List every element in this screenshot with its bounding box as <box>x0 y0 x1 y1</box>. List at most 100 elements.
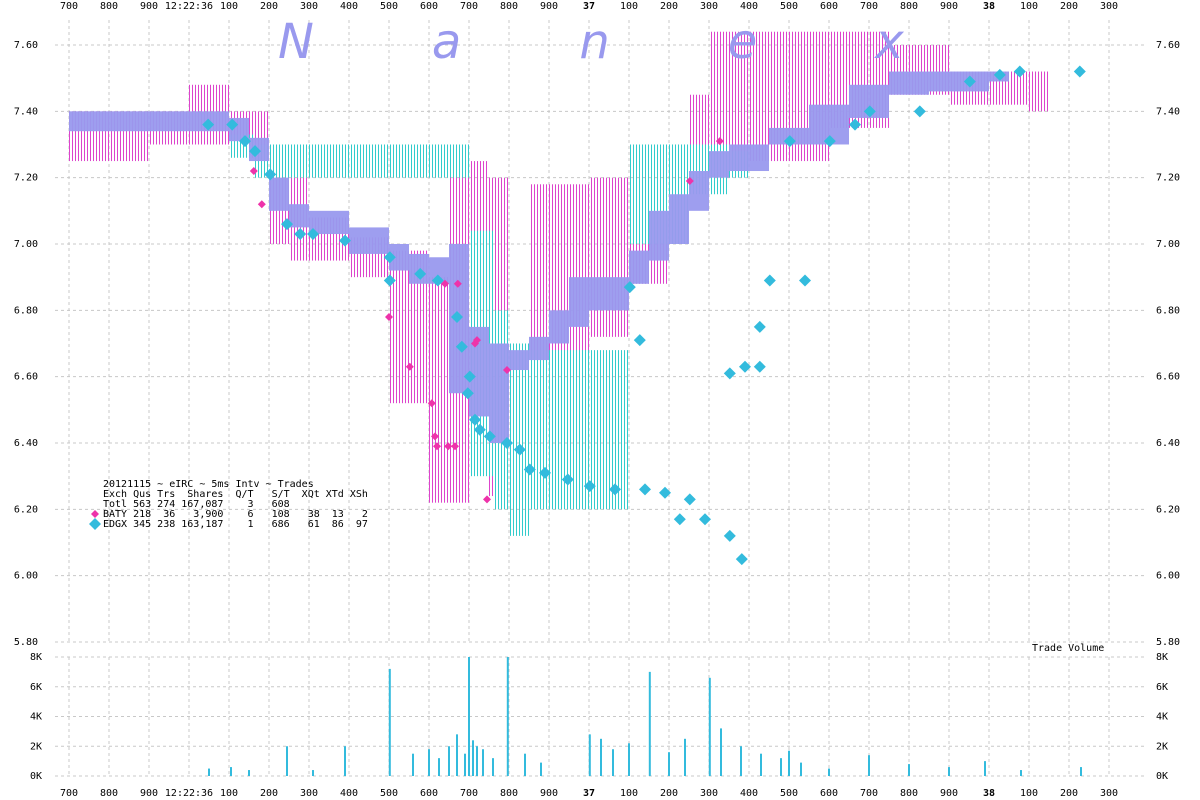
y2-tick-label: 8K <box>30 652 42 663</box>
y-tick-label: 7.40 <box>14 106 38 117</box>
y-tick-label: 6.80 <box>1156 305 1180 316</box>
trade-marker <box>501 436 513 449</box>
y-tick-label: 6.00 <box>1156 571 1180 582</box>
trade-marker <box>735 553 748 566</box>
x-tick-label: 600 <box>420 788 438 799</box>
quote-band <box>649 210 669 261</box>
x-tick-label: 500 <box>380 1 398 12</box>
volume-label: Trade Volume <box>1032 643 1104 654</box>
quote-band <box>269 177 289 211</box>
y2-tick-label: 4K <box>1156 712 1168 723</box>
quote-band <box>389 243 409 271</box>
trade-marker <box>633 334 646 347</box>
quote-band <box>509 350 529 371</box>
trade-marker <box>202 118 215 131</box>
trade-marker <box>483 430 496 443</box>
volume-bar <box>464 753 466 776</box>
quote-band <box>709 151 729 178</box>
volume-bar <box>612 749 614 776</box>
trade-marker <box>455 340 468 353</box>
volume-bar <box>286 746 288 776</box>
trade-marker <box>469 413 481 426</box>
trade-marker <box>463 370 476 383</box>
y-tick-label: 7.00 <box>1156 239 1180 250</box>
trade-marker <box>249 167 258 176</box>
volume-bar <box>388 668 391 776</box>
trade-marker <box>281 218 293 231</box>
trade-marker <box>739 360 751 373</box>
x-tick-label: 800 <box>500 788 518 799</box>
x-tick-label: 100 <box>1020 788 1038 799</box>
trade-marker <box>473 336 481 345</box>
trade-marker <box>685 176 694 185</box>
y-tick-label: 6.60 <box>14 372 38 383</box>
trades <box>202 65 1086 776</box>
quote-bands <box>69 31 1049 536</box>
volume-bar <box>438 758 440 776</box>
volume-bar <box>740 746 742 776</box>
trade-marker <box>963 75 976 88</box>
trade-marker <box>473 423 486 436</box>
quote-band <box>549 310 569 344</box>
legend-line: Exch Qus Trs Shares Q/T S/T XQt XTd XSh <box>103 489 368 500</box>
trade-marker <box>431 274 444 287</box>
volume-bar <box>628 743 630 776</box>
x-tick-label: 900 <box>940 788 958 799</box>
x-tick-label: 700 <box>460 1 478 12</box>
quote-band <box>689 171 709 211</box>
trade-marker <box>659 486 671 499</box>
quote-band <box>489 343 509 443</box>
x-tick-label: 800 <box>100 788 118 799</box>
y2-tick-label: 8K <box>1156 652 1168 663</box>
volume-bar <box>344 746 346 776</box>
x-tick-label: 12:22:36 <box>165 788 213 799</box>
trade-marker <box>993 68 1006 81</box>
volume-bar <box>600 738 602 776</box>
y-tick-label: 7.40 <box>1156 106 1180 117</box>
trade-marker <box>1013 65 1026 78</box>
x-tick-label: 800 <box>100 1 118 12</box>
x-tick-label: 200 <box>1060 1 1078 12</box>
volume-bar <box>506 657 509 776</box>
trade-marker <box>441 279 449 288</box>
volume-bar <box>684 738 686 776</box>
quote-band <box>569 277 589 327</box>
volume-bar <box>482 749 484 776</box>
volume-bar <box>984 761 986 776</box>
legend-marker <box>91 510 99 518</box>
quote-band <box>509 343 529 536</box>
watermark: Nanex <box>278 14 1022 70</box>
y-tick-label: 7.60 <box>14 40 38 51</box>
volume-bar <box>668 752 670 776</box>
x-tick-label: 400 <box>740 788 758 799</box>
x-tick-label: 700 <box>860 1 878 12</box>
trade-marker <box>453 279 462 288</box>
trade-marker <box>444 442 453 451</box>
trade-marker <box>673 513 686 526</box>
x-tick-label: 900 <box>940 1 958 12</box>
volume-bar <box>540 762 542 776</box>
volume-bar <box>800 762 802 776</box>
x-tick-label: 100 <box>220 1 238 12</box>
y-tick-label: 5.80 <box>1156 637 1180 648</box>
trade-marker <box>339 234 351 247</box>
y-tick-label: 7.20 <box>14 173 38 184</box>
volume-bar <box>208 768 210 776</box>
quote-band <box>589 277 629 311</box>
y-tick-label: 6.40 <box>14 438 38 449</box>
trade-marker <box>823 135 836 148</box>
x-tick-label: 500 <box>780 1 798 12</box>
trade-marker <box>383 251 396 264</box>
quote-band <box>729 144 769 172</box>
trade-marker <box>539 466 551 479</box>
x-tick-label: 100 <box>1020 1 1038 12</box>
volume-bar <box>788 750 790 776</box>
volume-bar <box>908 764 910 776</box>
volume-bar <box>248 770 250 776</box>
volume-bar <box>1020 770 1022 776</box>
legend-line: Totl 563 274 167,087 3 608 <box>103 499 290 510</box>
trade-marker <box>226 118 239 131</box>
trade-marker <box>683 493 696 506</box>
trade-marker <box>783 135 796 148</box>
